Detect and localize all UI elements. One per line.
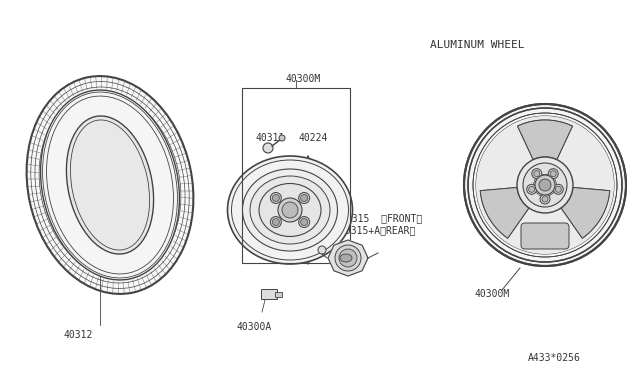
Ellipse shape <box>243 169 337 251</box>
Text: 40315+A〈REAR〉: 40315+A〈REAR〉 <box>340 225 417 235</box>
Circle shape <box>282 202 298 218</box>
Circle shape <box>534 171 540 177</box>
Circle shape <box>556 186 561 192</box>
Circle shape <box>540 194 550 204</box>
Circle shape <box>550 171 556 177</box>
FancyBboxPatch shape <box>521 223 569 249</box>
Circle shape <box>263 143 273 153</box>
Circle shape <box>539 179 551 191</box>
Text: A433*0256: A433*0256 <box>528 353 581 363</box>
Circle shape <box>517 157 573 213</box>
Text: 40300A: 40300A <box>236 322 271 332</box>
Circle shape <box>318 246 326 254</box>
Text: 40312: 40312 <box>63 330 93 340</box>
Ellipse shape <box>67 116 154 254</box>
Polygon shape <box>480 187 529 238</box>
Circle shape <box>527 185 537 194</box>
Circle shape <box>554 185 563 194</box>
Circle shape <box>301 218 308 225</box>
Circle shape <box>476 116 614 254</box>
Circle shape <box>532 169 542 179</box>
Text: ALUMINUM WHEEL: ALUMINUM WHEEL <box>430 40 525 50</box>
Text: 40311: 40311 <box>255 133 284 143</box>
Circle shape <box>279 135 285 141</box>
Circle shape <box>339 249 357 267</box>
Polygon shape <box>480 187 529 238</box>
Circle shape <box>476 116 614 254</box>
Circle shape <box>278 198 302 222</box>
Polygon shape <box>328 240 368 276</box>
Ellipse shape <box>40 90 179 280</box>
Ellipse shape <box>27 76 193 294</box>
Text: 40300M: 40300M <box>286 74 321 84</box>
Circle shape <box>529 186 534 192</box>
Text: 40315  〈FRONT〉: 40315 〈FRONT〉 <box>340 213 422 223</box>
Bar <box>242 88 350 263</box>
Circle shape <box>270 217 282 228</box>
Circle shape <box>299 217 310 228</box>
Polygon shape <box>561 187 610 238</box>
Text: 40300M: 40300M <box>475 289 510 299</box>
Polygon shape <box>561 187 610 238</box>
Circle shape <box>548 169 558 179</box>
Circle shape <box>273 195 279 202</box>
FancyBboxPatch shape <box>261 289 277 299</box>
Circle shape <box>299 192 310 203</box>
FancyBboxPatch shape <box>275 292 282 296</box>
Circle shape <box>301 195 308 202</box>
Ellipse shape <box>227 156 353 264</box>
Ellipse shape <box>340 254 352 262</box>
Circle shape <box>523 163 567 207</box>
Circle shape <box>270 192 282 203</box>
Ellipse shape <box>250 176 330 244</box>
Circle shape <box>542 196 548 202</box>
Text: 40224: 40224 <box>299 133 328 143</box>
Circle shape <box>273 218 279 225</box>
Circle shape <box>464 104 626 266</box>
Polygon shape <box>518 120 572 160</box>
Ellipse shape <box>304 156 312 264</box>
Circle shape <box>335 245 361 271</box>
Circle shape <box>535 175 555 195</box>
Ellipse shape <box>259 183 321 237</box>
Polygon shape <box>518 120 572 160</box>
